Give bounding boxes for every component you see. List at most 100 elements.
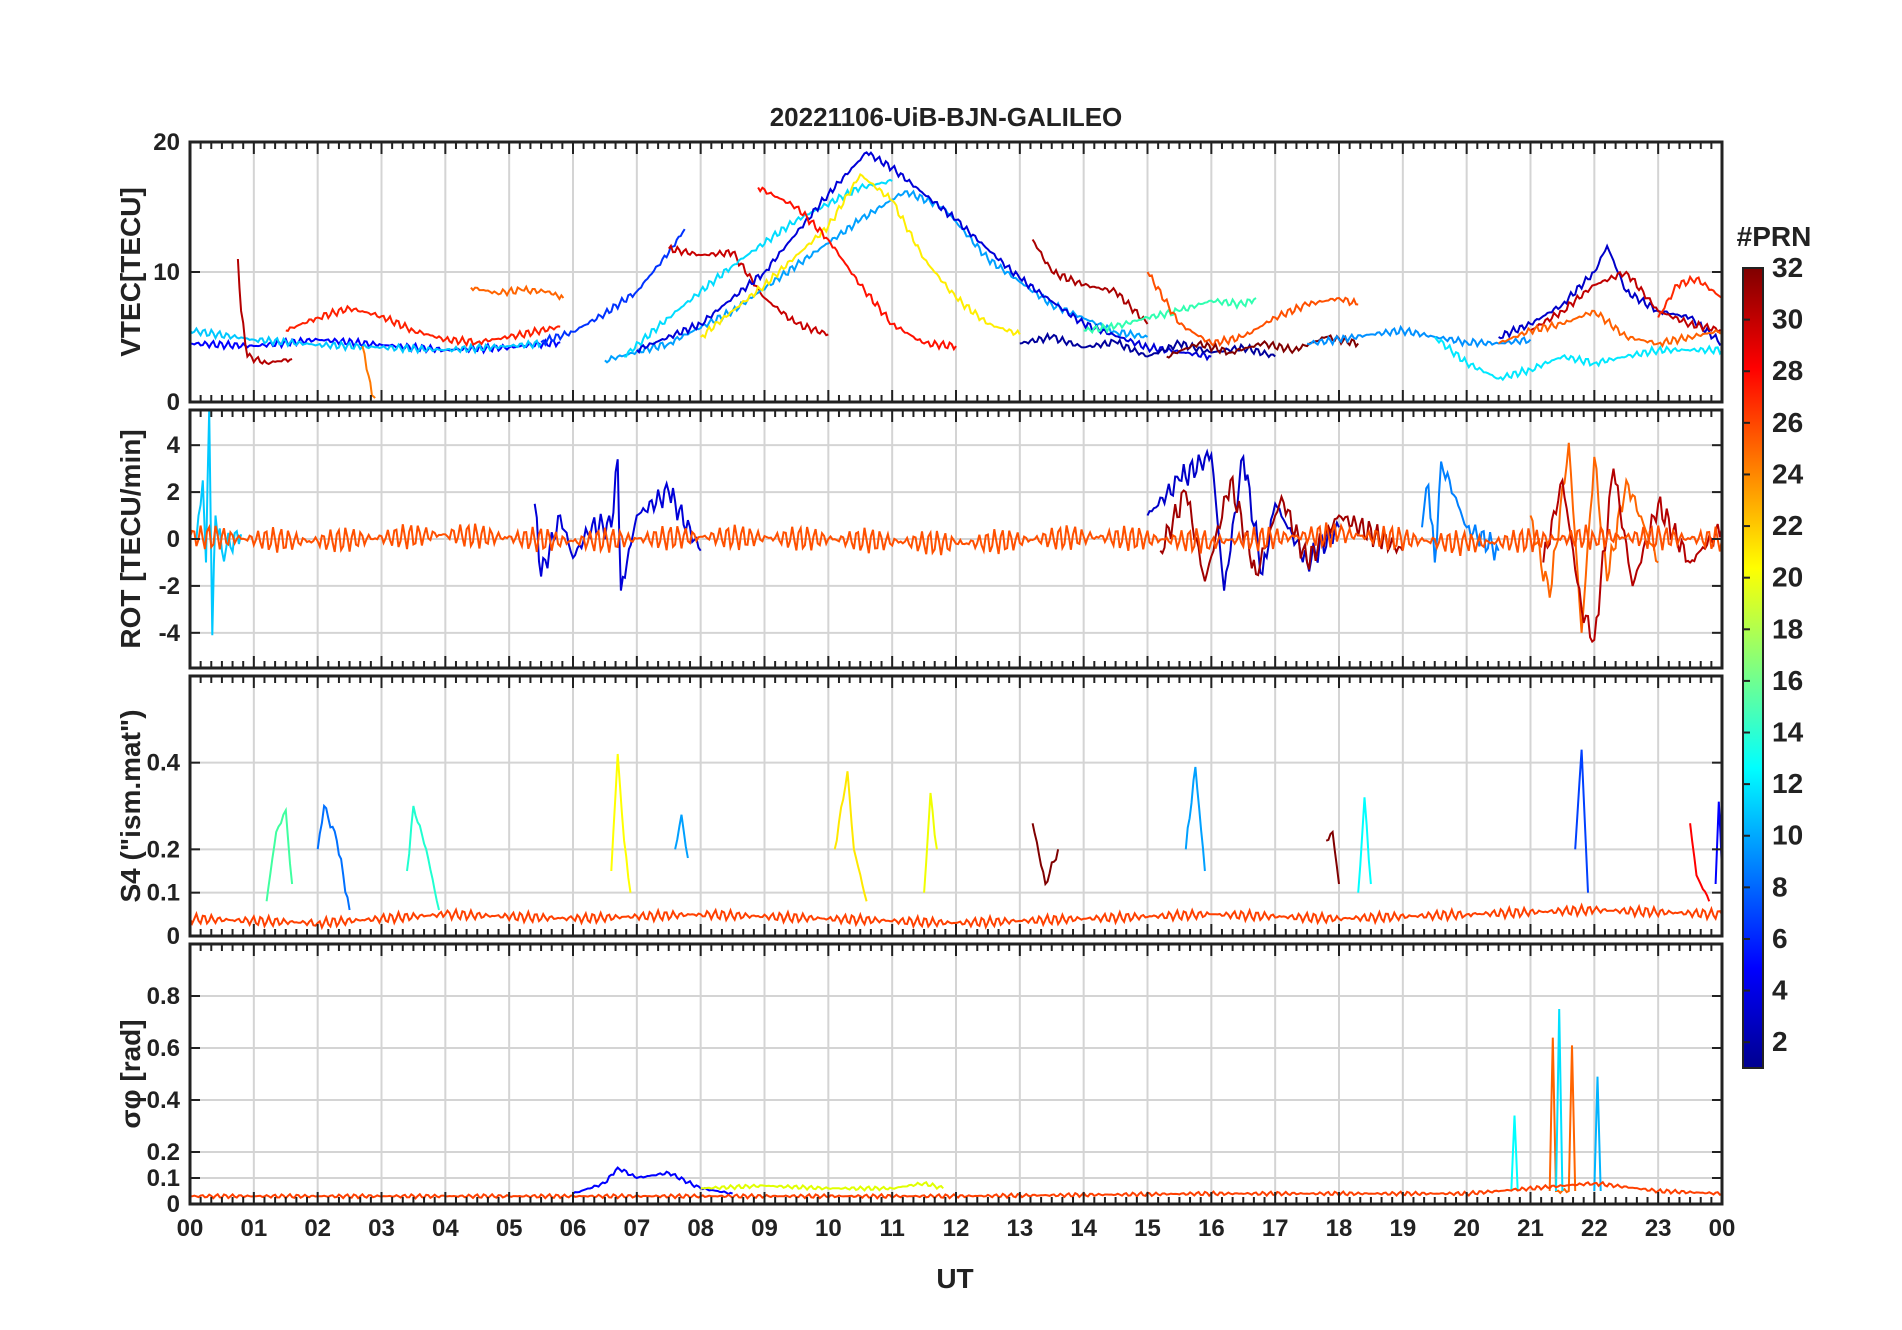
vtec-series-prn-24 — [470, 284, 565, 301]
x-tick-label: 18 — [1326, 1215, 1353, 1242]
s4-series-prn-32 — [1031, 823, 1060, 887]
x-tick-label: 09 — [751, 1215, 778, 1242]
x-tick-label: 08 — [687, 1215, 714, 1242]
s4-series-prn-10 — [1184, 766, 1206, 872]
s4-y-axis-label: S4 ("ism.mat") — [115, 709, 146, 902]
s4-series-prn-20 — [923, 792, 938, 893]
rot-series-prn-30 — [1542, 468, 1722, 644]
x-tick-label: 02 — [304, 1215, 331, 1242]
vtec-series-prn-9 — [1306, 324, 1532, 349]
colorbar-tick-label: 26 — [1772, 407, 1803, 438]
vtec-y-axis-label: VTEC[TECU] — [115, 187, 146, 357]
x-tick-label: 20 — [1453, 1215, 1480, 1242]
rot-series-prn-25 — [1529, 442, 1659, 633]
x-tick-label: 10 — [815, 1215, 842, 1242]
rot-series-group — [190, 410, 1722, 644]
vtec-y-tick-label: 0 — [167, 389, 180, 416]
sigma-phi-y-tick-label: 0.4 — [147, 1087, 181, 1114]
vtec-series-prn-25 — [1497, 309, 1722, 348]
vtec-series-prn-26 — [1146, 271, 1359, 348]
s4-series-prn-26 — [190, 902, 1722, 931]
colorbar-tick-label: 14 — [1772, 717, 1804, 748]
sigma-phi-series-prn-10 — [1593, 1076, 1602, 1192]
vtec-series-prn-12 — [624, 178, 893, 358]
x-tick-label: 16 — [1198, 1215, 1225, 1242]
rot-series-prn-11 — [195, 410, 243, 636]
s4-series-prn-32 — [1325, 829, 1340, 885]
x-tick-label: 15 — [1134, 1215, 1161, 1242]
s4-series-prn-10 — [674, 814, 689, 859]
vtec-series-prn-32 — [1166, 334, 1359, 359]
s4-y-tick-label: 0.4 — [147, 750, 181, 777]
vtec-series-prn-3 — [1498, 243, 1722, 347]
x-tick-label: 19 — [1389, 1215, 1416, 1242]
x-tick-label: 04 — [432, 1215, 459, 1242]
s4-series-prn-20 — [610, 753, 632, 893]
rot-y-tick-label: -2 — [159, 573, 180, 600]
colorbar-tick-label: 18 — [1772, 613, 1803, 644]
x-tick-label: 00 — [1709, 1215, 1736, 1242]
x-tick-label: 14 — [1070, 1215, 1097, 1242]
colorbar-tick-label: 22 — [1772, 510, 1803, 541]
x-tick-label: 05 — [496, 1215, 523, 1242]
sigma-phi-y-tick-label: 0.2 — [147, 1139, 180, 1166]
rot-y-axis-label: ROT [TECU/min] — [115, 429, 146, 648]
vtec-series-prn-31 — [236, 258, 293, 366]
colorbar-gradient — [1742, 267, 1764, 1069]
x-tick-label: 22 — [1581, 1215, 1608, 1242]
colorbar-tick-label: 24 — [1772, 458, 1804, 489]
rot-y-tick-label: 4 — [167, 432, 181, 459]
colorbar-tick-label: 12 — [1772, 768, 1803, 799]
vtec-series-prn-29 — [1529, 270, 1722, 333]
sigma-phi-y-axis-label: σφ [rad] — [115, 1019, 146, 1128]
vtec-series-prn-29 — [668, 243, 829, 337]
x-tick-label: 17 — [1262, 1215, 1289, 1242]
sigma-phi-y-tick-label: 0 — [167, 1191, 180, 1218]
sigma-phi-series-prn-12 — [1555, 1008, 1564, 1192]
vtec-panel: 0 10 20 VTEC[TECU] — [115, 129, 1724, 416]
sigma-phi-series-prn-11 — [1510, 1115, 1519, 1192]
vtec-series-prn-21 — [700, 173, 1021, 340]
sigma-phi-y-tick-label: 0.8 — [147, 983, 180, 1010]
sigma-phi-y-tick-label: 0.6 — [147, 1035, 180, 1062]
s4-series-prn-6 — [1574, 749, 1589, 893]
s4-series-prn-12 — [1357, 797, 1372, 893]
vtec-series-prn-30 — [1031, 238, 1149, 325]
s4-y-tick-label: 0.1 — [147, 880, 180, 907]
colorbar-tick-label: 8 — [1772, 871, 1788, 902]
colorbar-tick-label: 6 — [1772, 923, 1788, 954]
rot-y-tick-label: 0 — [167, 526, 180, 553]
rot-y-tick-label: -4 — [159, 620, 181, 647]
rot-y-tick-label: 2 — [167, 479, 180, 506]
x-tick-label: 21 — [1517, 1215, 1544, 1242]
colorbar-tick-label: 32 — [1772, 252, 1803, 283]
x-axis-label: UT — [936, 1263, 973, 1294]
vtec-series-group — [190, 151, 1722, 399]
x-tick-label: 01 — [240, 1215, 267, 1242]
s4-series-prn-15 — [265, 806, 294, 902]
s4-series-prn-14 — [406, 805, 440, 911]
x-tick-label: 23 — [1645, 1215, 1672, 1242]
rot-series-prn-30 — [1159, 474, 1404, 582]
colorbar-tick-label: 16 — [1772, 665, 1803, 696]
vtec-series-prn-13 — [1433, 336, 1722, 382]
vtec-series-prn-27 — [757, 186, 957, 352]
vtec-series-prn-3 — [636, 151, 1212, 362]
s4-series-prn-21 — [833, 771, 868, 902]
vtec-series-prn-23 — [361, 345, 376, 399]
vtec-series-prn-27 — [285, 304, 561, 348]
x-tick-label: 11 — [879, 1215, 904, 1242]
vtec-series-prn-4 — [190, 336, 561, 355]
sigma-phi-y-tick-label: 0.1 — [147, 1165, 180, 1192]
s4-series-prn-29 — [1689, 823, 1711, 902]
s4-y-tick-label: 0 — [167, 923, 180, 950]
x-tick-label: 12 — [943, 1215, 970, 1242]
s4-y-tick-label: 0.2 — [147, 836, 180, 863]
rot-series-prn-26 — [190, 522, 1722, 557]
colorbar-tick-label: 10 — [1772, 820, 1803, 851]
s4-series-prn-7 — [316, 803, 351, 911]
colorbar-tick-label: 4 — [1772, 975, 1788, 1006]
rot-series-prn-3 — [533, 459, 702, 591]
vtec-series-prn-11 — [190, 326, 542, 355]
